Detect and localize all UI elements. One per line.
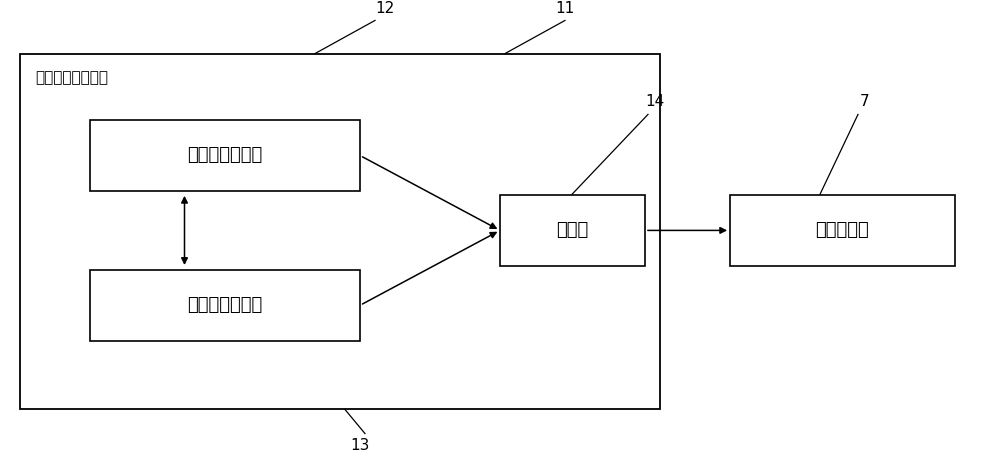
Text: 12: 12 bbox=[375, 1, 395, 16]
Text: 14: 14 bbox=[645, 94, 665, 109]
Text: 11: 11 bbox=[555, 1, 575, 16]
Bar bbox=[730, 195, 955, 266]
Text: 循环计时控制装置: 循环计时控制装置 bbox=[35, 70, 108, 85]
Text: 工作间歇计时器: 工作间歇计时器 bbox=[187, 296, 263, 314]
Text: 工作控制计时器: 工作控制计时器 bbox=[187, 147, 263, 164]
Bar bbox=[90, 120, 360, 191]
Text: 7: 7 bbox=[860, 94, 870, 109]
Text: 继电器: 继电器 bbox=[556, 222, 589, 239]
Bar bbox=[500, 195, 645, 266]
Text: 13: 13 bbox=[350, 438, 370, 453]
Bar bbox=[20, 54, 660, 409]
Text: 第一电磁阀: 第一电磁阀 bbox=[816, 222, 869, 239]
Bar bbox=[90, 270, 360, 340]
